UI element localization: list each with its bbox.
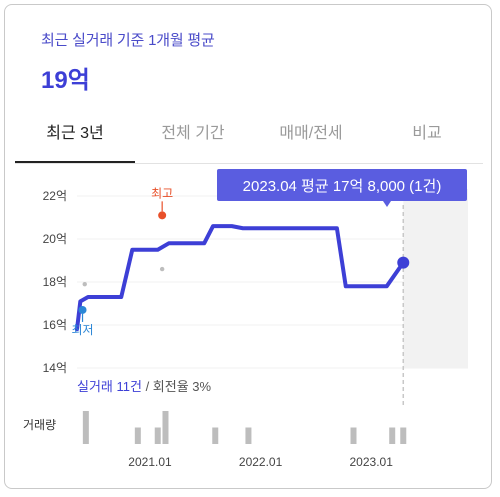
volume-bar bbox=[389, 427, 396, 444]
latest-point-marker bbox=[397, 256, 410, 269]
price-chart-card: 최근 실거래 기준 1개월 평균 19억 최근 3년 전체 기간 매매/전세 비… bbox=[4, 4, 492, 489]
volume-bar bbox=[350, 427, 357, 444]
tab-trade-lease[interactable]: 매매/전세 bbox=[279, 125, 343, 142]
high-label: 최고 bbox=[151, 186, 173, 200]
minor-trade-point bbox=[159, 266, 165, 272]
high-point-marker bbox=[158, 211, 167, 220]
summary-separator: / bbox=[142, 379, 153, 394]
tooltip-text: 2023.04 평균 17억 8,000 (1건) bbox=[243, 178, 442, 195]
volume-bar bbox=[162, 411, 169, 444]
y-tick-label: 18억 bbox=[43, 275, 67, 289]
volume-bar bbox=[154, 427, 161, 444]
y-tick-label: 14억 bbox=[43, 361, 67, 375]
volume-bar bbox=[212, 427, 219, 444]
volume-bar bbox=[134, 427, 141, 444]
volume-bar bbox=[245, 427, 252, 444]
low-point-marker bbox=[78, 305, 87, 314]
price-series-line bbox=[75, 224, 406, 332]
trade-summary: 실거래 11건 / 회전율 3% bbox=[77, 379, 212, 394]
x-tick-label: 2022.01 bbox=[239, 455, 283, 469]
tab-all-period[interactable]: 전체 기간 bbox=[161, 125, 225, 142]
x-tick-label: 2021.01 bbox=[128, 455, 172, 469]
y-tick-label: 16억 bbox=[43, 318, 67, 332]
tab-compare[interactable]: 비교 bbox=[412, 125, 442, 142]
y-tick-label: 22억 bbox=[43, 189, 67, 203]
chart-subtitle: 최근 실거래 기준 1개월 평균 bbox=[41, 32, 215, 49]
x-tick-label: 2023.01 bbox=[350, 455, 394, 469]
y-tick-label: 20억 bbox=[43, 232, 67, 246]
average-price: 19억 bbox=[41, 67, 90, 94]
volume-bar bbox=[400, 427, 407, 444]
tab-recent-3-years[interactable]: 최근 3년 bbox=[15, 113, 135, 163]
period-tabs: 최근 3년 전체 기간 매매/전세 비교 bbox=[15, 113, 483, 164]
volume-bar bbox=[82, 411, 89, 444]
minor-trade-point bbox=[82, 281, 87, 287]
turnover-rate: 회전율 3% bbox=[153, 379, 212, 394]
volume-label: 거래량 bbox=[23, 418, 56, 432]
future-shaded-area bbox=[403, 189, 468, 368]
trade-count: 실거래 11건 bbox=[77, 379, 142, 394]
price-tooltip: 2023.04 평균 17억 8,000 (1건) bbox=[217, 169, 467, 207]
low-label: 최저 bbox=[71, 323, 93, 337]
